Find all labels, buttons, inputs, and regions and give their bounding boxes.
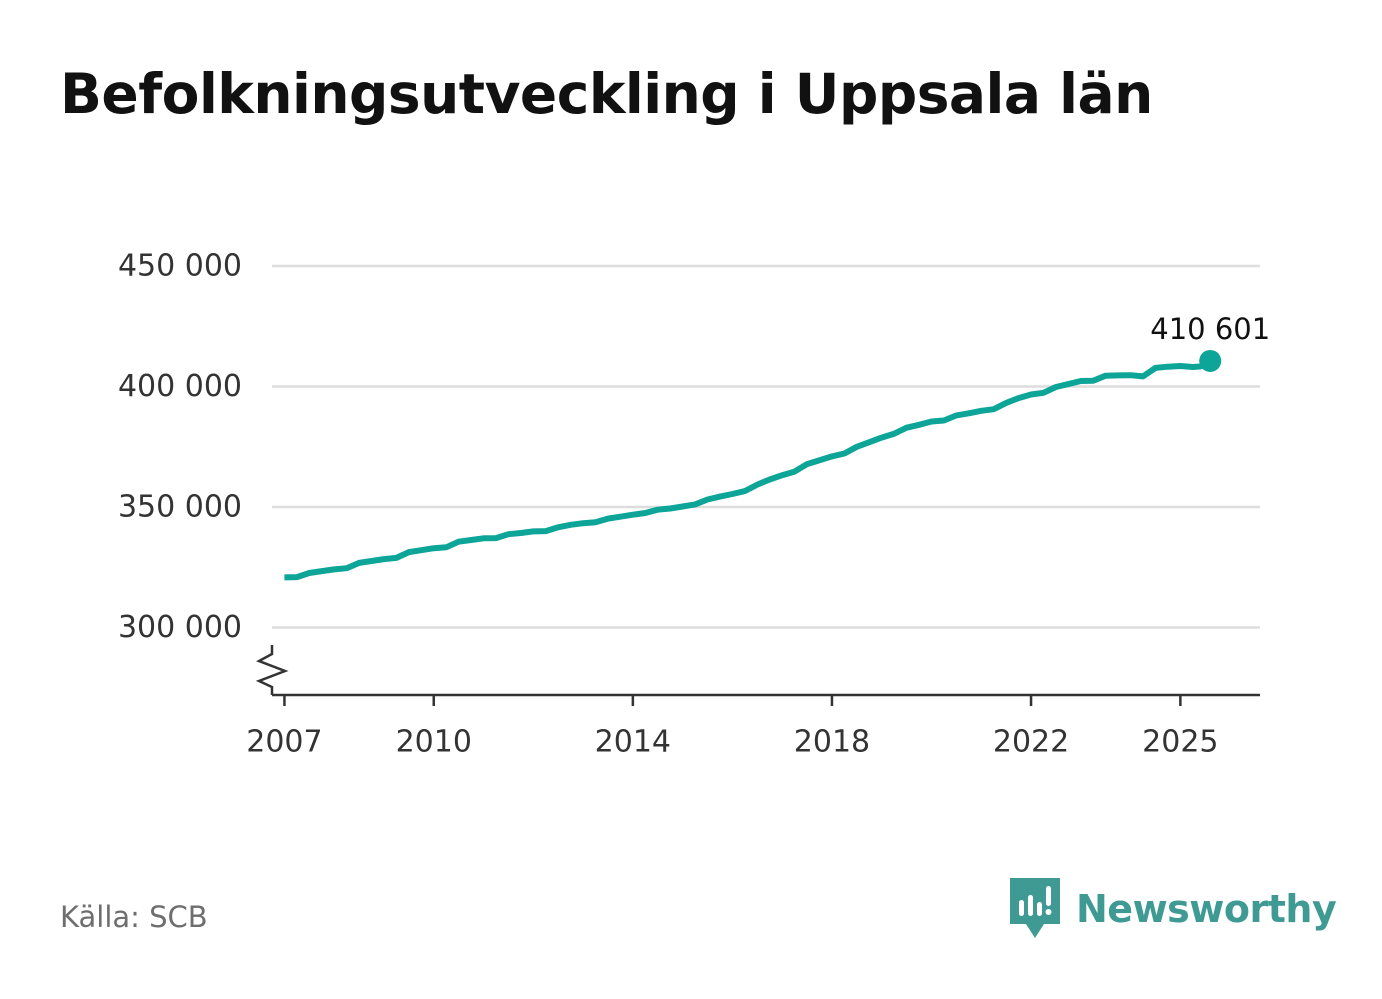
gridlines	[272, 264, 1260, 629]
endpoint-value-label: 410 601	[1150, 312, 1270, 346]
y-tick-label: 400 000	[118, 369, 242, 404]
brand: Newsworthy	[1010, 878, 1337, 940]
x-tick-label: 2007	[246, 725, 322, 760]
x-axis: 2007 2010 2014 2018 2022 2025	[246, 693, 1260, 760]
series-layer: 410 601	[284, 312, 1270, 581]
x-tick-label: 2018	[794, 725, 870, 760]
source-note: Källa: SCB	[60, 900, 208, 934]
y-tick-label: 350 000	[118, 490, 242, 525]
y-axis: 300 000 350 000 400 000 450 000	[118, 249, 289, 695]
x-tick-label: 2010	[396, 725, 472, 760]
x-tick-label: 2014	[595, 725, 671, 760]
endpoint-marker	[1199, 349, 1222, 372]
x-tick-label: 2025	[1142, 725, 1218, 760]
brand-name: Newsworthy	[1076, 887, 1337, 931]
y-tick-label: 300 000	[118, 610, 242, 645]
y-axis-break-marker	[255, 645, 289, 695]
newsworthy-bar-chart-icon	[1010, 878, 1060, 938]
x-tick-label: 2022	[993, 725, 1069, 760]
series-line-befolkning	[284, 358, 1212, 581]
chart-title: Befolkningsutveckling i Uppsala län	[60, 62, 1153, 126]
y-tick-label: 450 000	[118, 249, 242, 284]
